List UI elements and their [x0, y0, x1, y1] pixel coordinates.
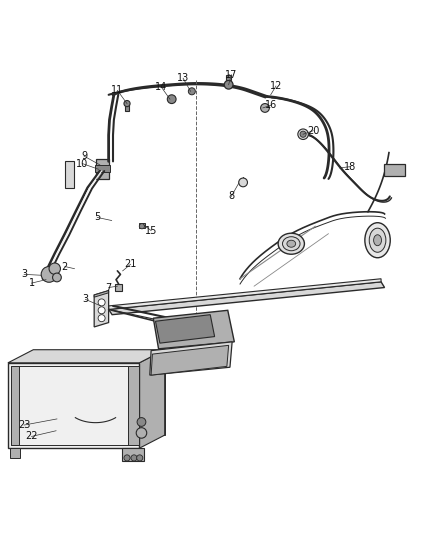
Polygon shape [155, 314, 215, 343]
Polygon shape [151, 345, 229, 375]
Text: 7: 7 [106, 282, 112, 293]
Polygon shape [96, 159, 109, 179]
Text: 3: 3 [82, 294, 88, 304]
Circle shape [49, 263, 60, 274]
Circle shape [239, 178, 247, 187]
Ellipse shape [283, 237, 300, 251]
Circle shape [300, 131, 306, 138]
Polygon shape [226, 75, 231, 80]
Polygon shape [122, 448, 144, 461]
Text: 3: 3 [21, 269, 27, 279]
Text: 8: 8 [228, 191, 234, 201]
Polygon shape [153, 310, 234, 349]
Polygon shape [125, 103, 129, 111]
Circle shape [136, 427, 147, 438]
Text: 5: 5 [94, 213, 100, 222]
Text: 20: 20 [307, 126, 319, 136]
Ellipse shape [365, 223, 390, 258]
Circle shape [41, 266, 57, 282]
Bar [11, 366, 136, 445]
Text: 13: 13 [177, 73, 189, 83]
Polygon shape [10, 448, 20, 458]
Ellipse shape [374, 235, 381, 246]
Circle shape [167, 95, 176, 103]
Circle shape [139, 223, 145, 229]
Ellipse shape [369, 228, 386, 252]
Circle shape [188, 88, 195, 95]
Text: 12: 12 [270, 81, 282, 91]
Polygon shape [8, 350, 165, 363]
Text: 18: 18 [344, 161, 357, 172]
Circle shape [98, 299, 105, 306]
Circle shape [98, 314, 105, 322]
Circle shape [224, 80, 233, 89]
Circle shape [131, 455, 137, 461]
Text: 14: 14 [155, 82, 167, 92]
Text: 23: 23 [18, 420, 30, 430]
Circle shape [53, 273, 61, 282]
FancyBboxPatch shape [384, 164, 405, 176]
Text: 21: 21 [124, 260, 137, 269]
Polygon shape [109, 282, 385, 314]
Text: 17: 17 [225, 70, 237, 79]
Text: 10: 10 [76, 159, 88, 168]
Circle shape [137, 455, 143, 461]
Polygon shape [94, 290, 109, 327]
Text: 2: 2 [62, 262, 68, 271]
Polygon shape [139, 350, 165, 448]
Text: 15: 15 [145, 225, 157, 236]
Circle shape [124, 101, 130, 107]
Text: 11: 11 [111, 85, 124, 95]
Polygon shape [33, 350, 165, 435]
Bar [8, 363, 139, 448]
Polygon shape [94, 290, 109, 297]
Bar [128, 366, 139, 445]
Polygon shape [139, 223, 145, 228]
Circle shape [137, 418, 146, 426]
Text: 1: 1 [28, 278, 35, 288]
Polygon shape [150, 342, 232, 375]
Text: 9: 9 [81, 151, 87, 161]
Ellipse shape [278, 233, 304, 254]
Polygon shape [115, 284, 122, 290]
Circle shape [124, 455, 130, 461]
Circle shape [261, 103, 269, 112]
Circle shape [298, 129, 308, 140]
Ellipse shape [287, 240, 296, 247]
Polygon shape [65, 161, 74, 188]
Circle shape [98, 307, 105, 314]
Bar [11, 366, 19, 445]
Polygon shape [95, 165, 110, 172]
Text: 16: 16 [265, 100, 277, 110]
Polygon shape [109, 279, 381, 310]
Text: 22: 22 [25, 431, 38, 441]
